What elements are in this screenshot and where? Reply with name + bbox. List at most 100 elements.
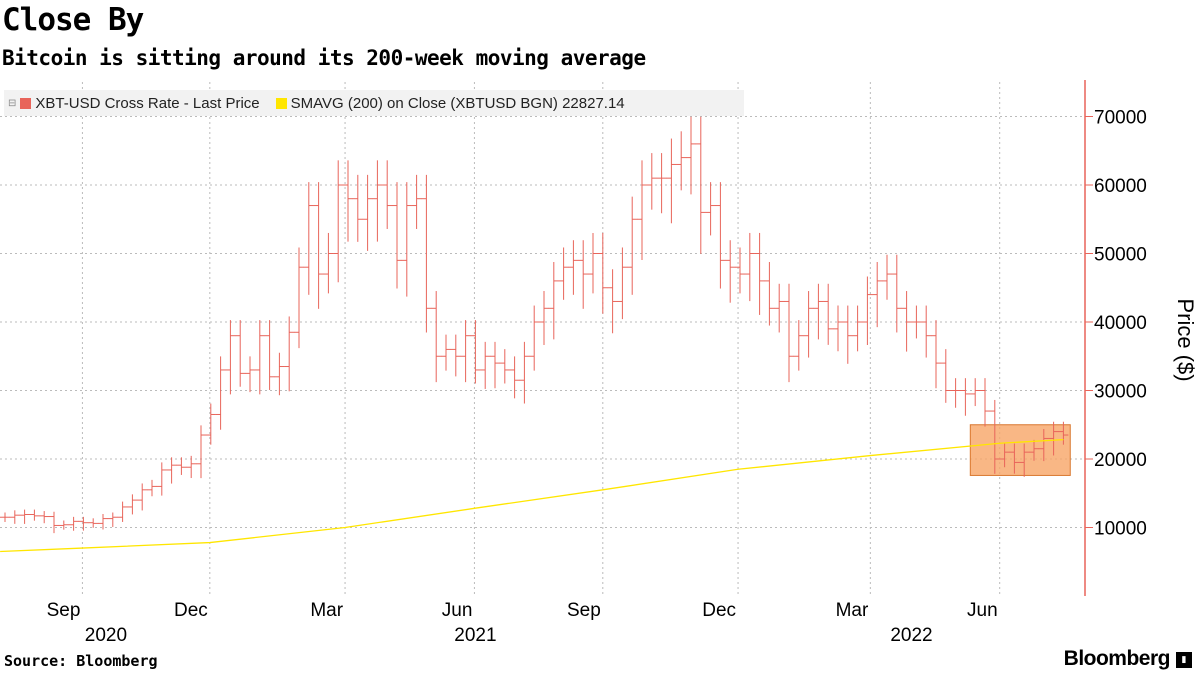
ohlc-bar (568, 240, 579, 295)
ohlc-bar (695, 116, 706, 254)
ohlc-bar (58, 520, 69, 530)
ohlc-bar (382, 160, 393, 229)
ohlc-bar (558, 247, 569, 300)
ohlc-bar (117, 501, 128, 522)
legend-sma: SMAVG (200) on Close (XBTUSD BGN) 22827.… (290, 94, 625, 112)
ohlc-bar (294, 247, 304, 349)
ohlc-bar (235, 320, 246, 387)
ohlc-bar (411, 174, 422, 229)
ohlc-bar (401, 182, 412, 297)
highlight-box (969, 424, 1071, 476)
ohlc-bar (49, 511, 59, 534)
legend-swatch-sma (275, 97, 287, 109)
ohlc-bar (921, 305, 932, 358)
y-tick-label: 10000 (1094, 519, 1147, 540)
ohlc-bar (186, 455, 197, 479)
ohlc-bar (1019, 443, 1030, 477)
ohlc-bar (147, 479, 157, 497)
ohlc-bar (852, 305, 863, 352)
x-year-label: 2020 (85, 625, 127, 646)
ohlc-bar (39, 511, 50, 524)
ohlc-bar (784, 283, 794, 383)
ohlc-bar (460, 320, 471, 383)
ohlc-bar (274, 352, 285, 396)
ohlc-bar (725, 240, 736, 303)
ohlc-bar (137, 483, 148, 511)
ohlc-bar (421, 174, 432, 333)
ohlc-bar (735, 247, 745, 294)
ohlc-bar (803, 291, 814, 358)
ohlc-bar (529, 305, 540, 371)
ohlc-bar (107, 512, 118, 527)
legend: ⊟ XBT-USD Cross Rate - Last Price SMAVG … (4, 90, 744, 116)
x-year-label: 2022 (890, 625, 932, 646)
x-tick-label: Jun (967, 600, 998, 621)
ohlc-bar (627, 196, 638, 295)
ohlc-bar (205, 403, 216, 445)
ohlc-bar (686, 116, 696, 195)
x-tick-label: Sep (567, 600, 601, 621)
y-tick-label: 30000 (1094, 382, 1147, 403)
legend-collapse-icon[interactable]: ⊟ (8, 97, 17, 109)
y-axis-label: Price ($) (1173, 298, 1198, 381)
ohlc-bar (931, 320, 941, 389)
ohlc-bar (774, 283, 785, 333)
ohlc-bar (9, 510, 20, 524)
ohlc-bar (313, 182, 324, 309)
ohlc-bar (196, 425, 206, 479)
ohlc-bar (1038, 428, 1049, 462)
x-tick-label: Dec (174, 600, 208, 621)
ohlc-bar (970, 378, 981, 407)
ohlc-bar (254, 320, 265, 395)
ohlc-bar (441, 334, 451, 371)
ohlc-bar (519, 341, 530, 404)
ohlc-bar (343, 160, 353, 242)
legend-swatch-price (20, 97, 32, 109)
brand-logo: Bloomberg (1063, 647, 1171, 670)
ohlc-bar (215, 356, 226, 430)
ohlc-bar (715, 182, 726, 289)
ohlc-bar (0, 512, 10, 522)
ohlc-bar (989, 399, 1000, 474)
ohlc-bar (1048, 421, 1059, 456)
ohlc-bar (166, 457, 177, 484)
ohlc-bar (578, 240, 589, 309)
ohlc-bar (666, 138, 677, 224)
ohlc-bar (813, 283, 824, 340)
ohlc-bar (333, 160, 344, 283)
chart-subtitle: Bitcoin is sitting around its 200-week m… (2, 46, 646, 70)
ohlc-bar (68, 516, 79, 531)
ohlc-bar (548, 261, 559, 340)
sma-line (0, 438, 1064, 553)
ohlc-bar (372, 160, 383, 242)
ohlc-bar (764, 261, 775, 326)
y-tick-label: 70000 (1094, 108, 1147, 129)
ohlc-bar (646, 153, 657, 210)
x-tick-label: Jun (442, 600, 473, 621)
legend-price: XBT-USD Cross Rate - Last Price (35, 94, 260, 112)
ohlc-bar (744, 232, 755, 302)
chart-title: Close By (2, 2, 144, 38)
ohlc-bar (754, 232, 765, 315)
ohlc-bar (470, 320, 481, 384)
ohlc-bar (882, 254, 892, 300)
y-tick-label: 60000 (1094, 176, 1147, 197)
source-note: Source: Bloomberg (4, 652, 158, 670)
y-tick-label: 20000 (1094, 450, 1147, 471)
ohlc-bar (950, 378, 961, 408)
ohlc-bar (127, 494, 138, 515)
ohlc-bar (872, 261, 883, 328)
ohlc-bar (705, 182, 716, 236)
ohlc-bar (607, 269, 618, 334)
x-year-label: 2021 (454, 625, 496, 646)
ohlc-bar (303, 182, 314, 295)
ohlc-bar (176, 457, 187, 475)
ohlc-bar (78, 516, 89, 531)
ohlc-bar (597, 232, 608, 314)
ohlc-bar (999, 443, 1010, 468)
ohlc-bar (450, 334, 461, 377)
ohlc-bar (911, 305, 922, 339)
ohlc-bar (1009, 443, 1020, 474)
ohlc-bar (676, 131, 687, 191)
